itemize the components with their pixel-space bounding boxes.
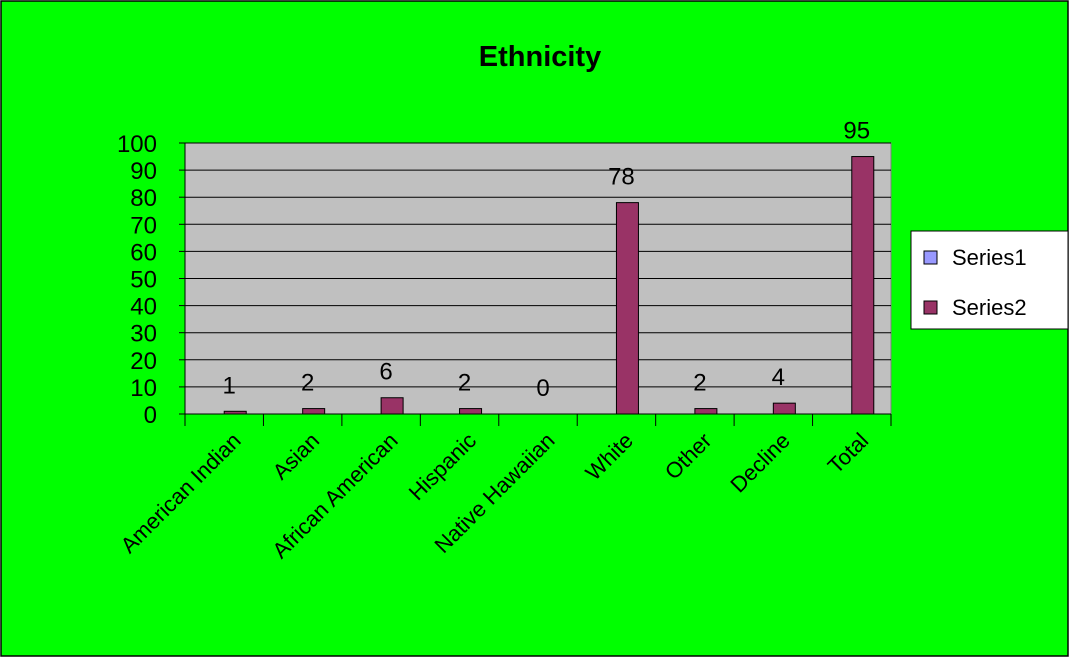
gridlines bbox=[185, 142, 891, 388]
y-tick-label: 60 bbox=[130, 239, 157, 266]
data-label: 0 bbox=[536, 375, 549, 402]
bar bbox=[772, 402, 796, 415]
bar bbox=[380, 397, 404, 415]
data-label: 2 bbox=[693, 370, 706, 397]
y-tick-label: 50 bbox=[130, 267, 157, 294]
y-tick-label: 80 bbox=[130, 185, 157, 212]
legend-swatch-series2 bbox=[923, 300, 938, 315]
data-label: 6 bbox=[379, 359, 392, 386]
y-tick-label: 0 bbox=[144, 402, 157, 429]
legend: Series1 Series2 bbox=[910, 230, 1069, 330]
y-tick-label: 30 bbox=[130, 321, 157, 348]
bar bbox=[223, 410, 247, 415]
data-label: 2 bbox=[458, 370, 471, 397]
data-label: 78 bbox=[608, 164, 635, 191]
legend-label-series1: Series1 bbox=[952, 245, 1027, 270]
y-tick-label: 40 bbox=[130, 294, 157, 321]
bar bbox=[851, 156, 875, 415]
y-tick-label: 70 bbox=[130, 212, 157, 239]
bars bbox=[223, 156, 875, 415]
data-label: 4 bbox=[772, 364, 785, 391]
y-tick-label: 10 bbox=[130, 375, 157, 402]
bar bbox=[615, 202, 639, 415]
legend-swatch-series1 bbox=[923, 250, 938, 265]
chart-title: Ethnicity bbox=[479, 41, 601, 73]
data-label: 2 bbox=[301, 370, 314, 397]
data-labels: 1 2 6 2 0 78 2 4 95 bbox=[223, 118, 871, 402]
data-label: 95 bbox=[843, 118, 870, 145]
legend-label-series2: Series2 bbox=[952, 295, 1027, 320]
bar bbox=[694, 408, 718, 415]
y-tick-label: 100 bbox=[117, 131, 157, 158]
data-label: 1 bbox=[223, 372, 236, 399]
y-tick-label: 20 bbox=[130, 348, 157, 375]
y-tick-label: 90 bbox=[130, 158, 157, 185]
bar bbox=[302, 408, 326, 415]
bar bbox=[459, 408, 483, 415]
